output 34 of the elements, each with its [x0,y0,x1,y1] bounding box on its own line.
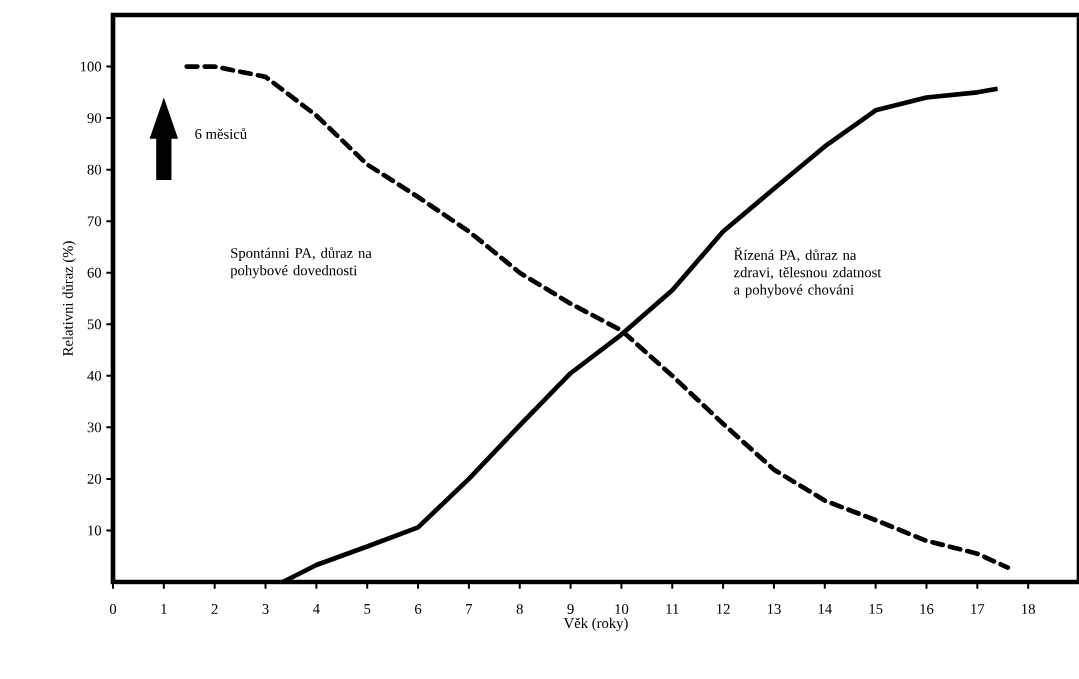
x-tick-label: 0 [109,604,117,614]
x-tick-label: 11 [666,604,679,614]
x-tick-label: 8 [516,604,523,614]
x-tick-label: 6 [415,604,422,614]
x-tick-label: 7 [466,604,473,614]
x-tick-label: 4 [313,604,320,614]
y-tick-label: 40 [87,370,102,381]
x-axis-title: Věk (roky) [563,617,628,632]
y-tick-label: 20 [87,473,102,484]
y-tick-label: 70 [87,216,102,227]
x-tick-label: 13 [767,604,781,614]
annotation: Spontánni PA, důraz na pohybové dovednosti [230,247,372,279]
y-axis-title: Relativni důraz (%) [62,241,76,356]
x-tick-label: 1 [161,604,167,614]
y-tick-label: 10 [88,525,102,536]
y-tick-label: 90 [87,113,102,124]
x-tick-label: 17 [971,604,985,614]
x-tick-label: 15 [869,604,883,614]
y-tick-label: 30 [87,422,102,433]
y-tick-label: 100 [80,61,102,72]
y-tick-label: 50 [87,319,102,330]
x-tick-label: 12 [717,604,730,614]
annotation: 6 měsiců [195,128,247,139]
x-tick-label: 14 [818,604,832,614]
y-tick-label: 60 [87,267,102,278]
annotation: Řízená PA, důraz na zdravi, tělesnou zdatnost a pohybové chováni [733,247,882,298]
x-tick-label: 16 [920,604,934,614]
x-tick-label: 9 [567,604,574,614]
x-tick-label: 18 [1022,604,1035,614]
x-tick-label: 3 [262,604,269,614]
x-tick-label: 2 [211,604,218,614]
y-tick-label: 80 [87,164,102,175]
x-tick-label: 10 [615,604,629,614]
x-tick-label: 5 [364,604,371,614]
